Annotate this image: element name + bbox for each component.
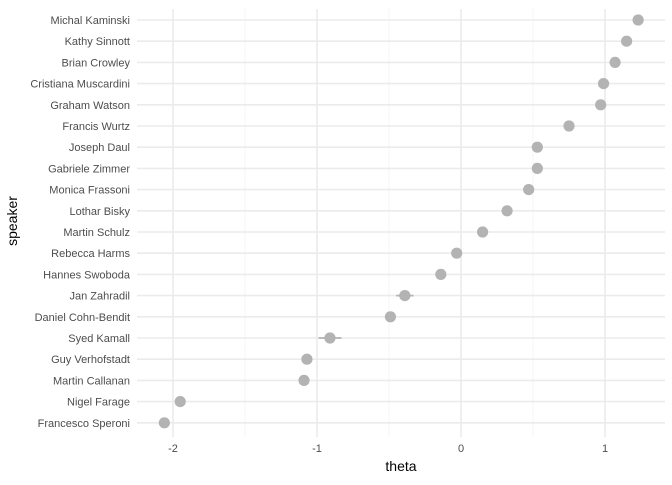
data-point <box>523 184 535 196</box>
x-axis-title: theta <box>385 458 416 474</box>
y-tick-label: Brian Crowley <box>62 57 131 69</box>
data-point <box>632 14 644 26</box>
y-tick-label: Martin Callanan <box>53 375 130 387</box>
y-tick-label: Kathy Sinnott <box>65 36 130 48</box>
data-point <box>621 35 633 47</box>
data-point <box>174 396 186 408</box>
y-tick-label: Francis Wurtz <box>62 121 130 133</box>
data-point <box>595 99 607 111</box>
y-tick-label: Hannes Swoboda <box>43 269 131 281</box>
y-tick-label: Monica Frassoni <box>49 185 130 197</box>
y-tick-label: Nigel Farage <box>67 397 130 409</box>
interval-lines <box>161 19 641 424</box>
data-point <box>609 56 621 68</box>
x-tick-label: 0 <box>458 443 464 455</box>
data-point <box>531 141 543 153</box>
y-tick-label: Syed Kamall <box>68 333 130 345</box>
data-point <box>501 205 513 217</box>
data-point <box>158 417 170 429</box>
data-point <box>477 226 489 238</box>
y-tick-label: Cristiana Muscardini <box>30 79 130 91</box>
y-tick-label: Jan Zahradil <box>69 291 130 303</box>
data-point <box>384 311 397 323</box>
data-points <box>158 14 644 429</box>
y-tick-labels: Michal Kaminski Kathy Sinnott Brian Crowle… <box>30 15 131 430</box>
y-tick-label: Martin Schulz <box>63 227 130 239</box>
data-point <box>563 120 575 132</box>
y-tick-label: Lothar Bisky <box>69 206 130 218</box>
y-tick-label: Gabriele Zimmer <box>48 163 130 175</box>
data-point <box>531 162 543 174</box>
y-tick-label: Guy Verhofstadt <box>51 354 130 366</box>
data-point <box>298 374 310 386</box>
y-tick-label: Michal Kaminski <box>51 15 130 27</box>
y-tick-label: Joseph Daul <box>69 142 130 154</box>
data-point <box>435 268 447 280</box>
data-point <box>597 78 610 90</box>
data-point <box>324 332 336 344</box>
data-point <box>399 290 411 302</box>
y-tick-label: Francesco Speroni <box>38 418 130 430</box>
y-tick-label: Rebecca Harms <box>51 248 130 260</box>
x-tick-label: -1 <box>312 443 322 455</box>
data-point <box>301 353 313 365</box>
y-tick-label: Graham Watson <box>50 100 130 112</box>
x-tick-labels: -2 -1 0 1 <box>168 443 608 455</box>
x-tick-label: 1 <box>602 443 608 455</box>
y-tick-label: Daniel Cohn-Bendit <box>35 312 130 324</box>
data-point <box>451 247 463 259</box>
y-axis-title: speaker <box>4 196 20 246</box>
x-tick-label: -2 <box>168 443 178 455</box>
grid-lines <box>137 9 665 437</box>
